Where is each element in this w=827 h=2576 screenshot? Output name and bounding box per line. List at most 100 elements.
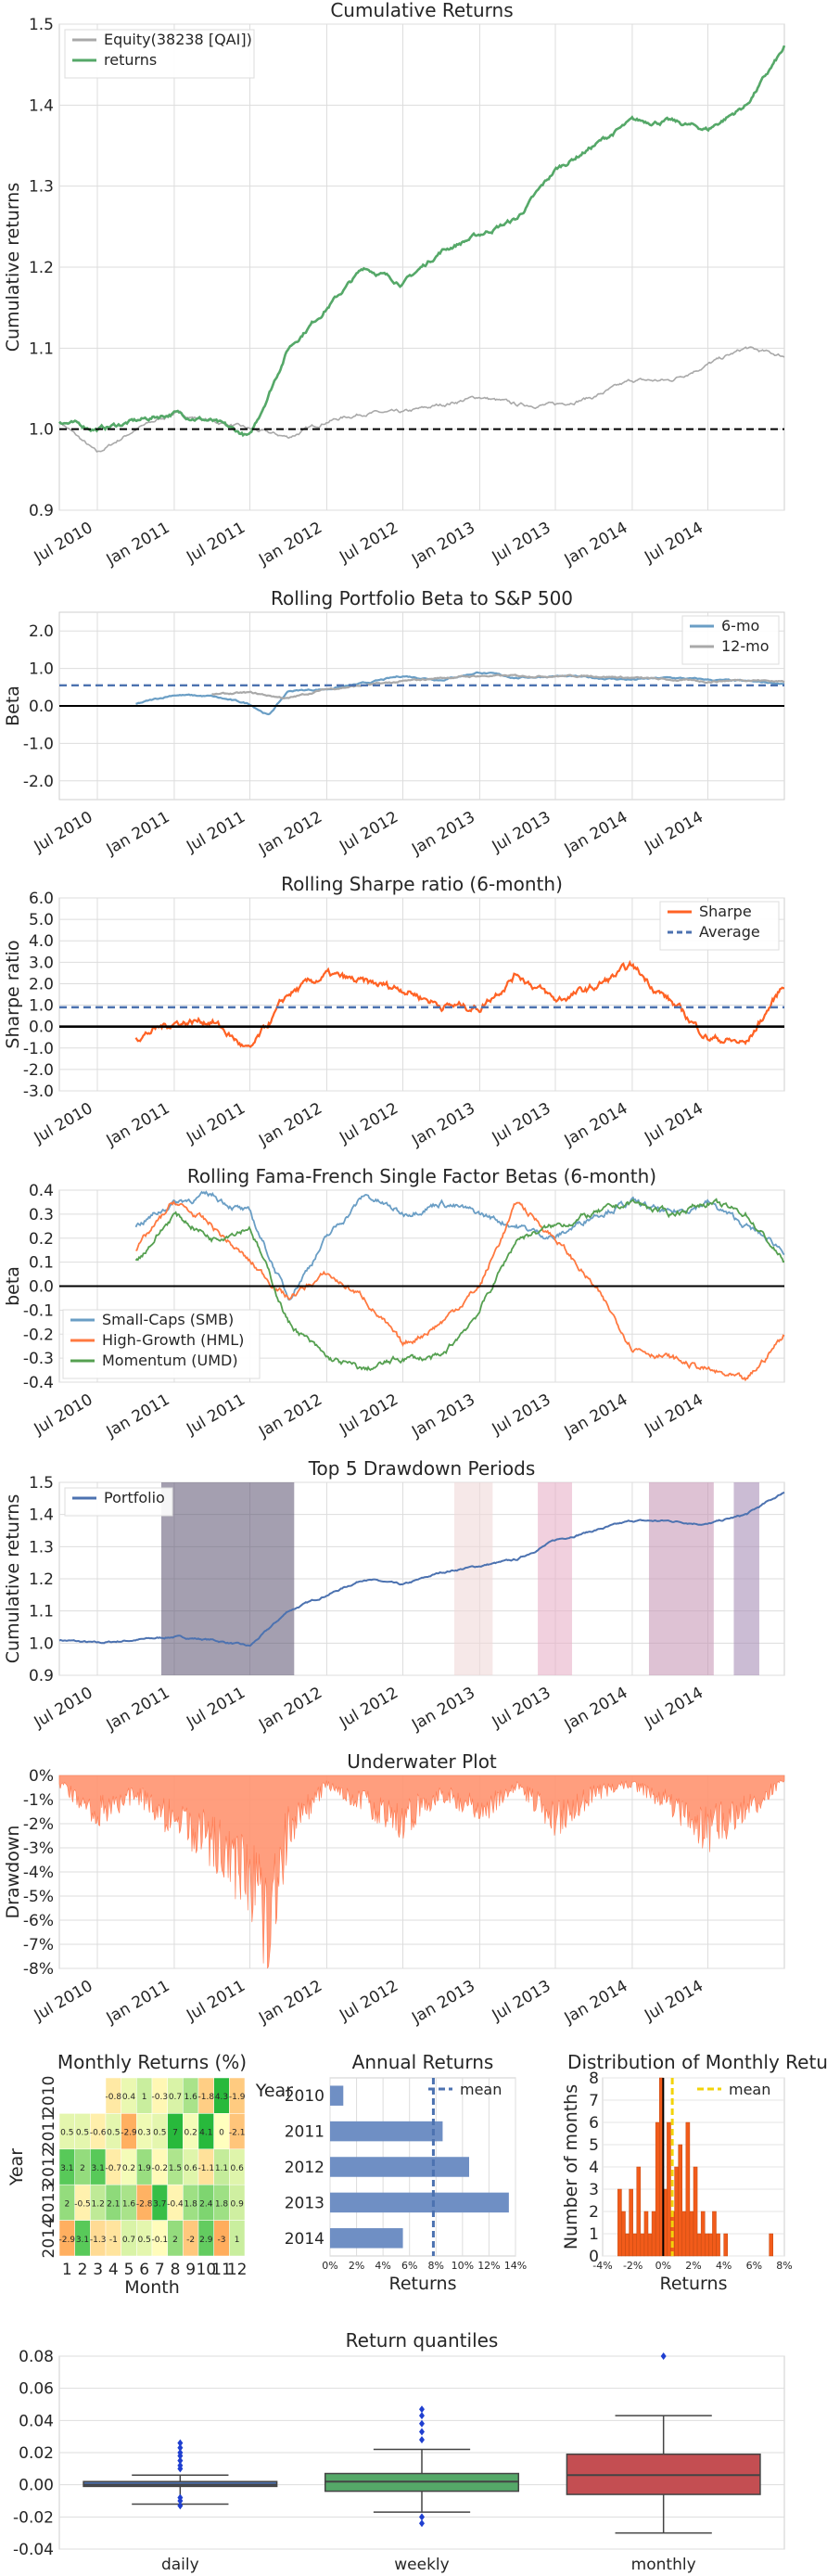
heatmap-cell-label: -0.8 [106,2093,122,2102]
fama_french-xtick-label: Jul 2010 [31,1391,96,1439]
heatmap-cell-label: 0.5 [76,2129,89,2138]
heatmap-cell-label: -2.8 [136,2199,153,2209]
histogram-bar [678,2144,683,2257]
quantiles-ytick-label: 0.02 [19,2444,54,2463]
annual-returns-xtick-label: 0% [322,2260,337,2272]
heatmap-xtick-label: 4 [108,2261,119,2279]
underwater-xtick-label: Jul 2014 [641,1977,706,2025]
distribution-title: Distribution of Monthly Returns [567,2051,827,2073]
heatmap-cell-label: 0.2 [122,2164,135,2173]
fama_french-ytick-label: 0.3 [29,1206,54,1224]
legend-box [659,901,780,951]
heatmap-cell-label: 1.8 [215,2199,229,2209]
outlier-point [419,2436,425,2444]
heatmap-cell-label: 0.2 [184,2129,197,2138]
fama_french-title: Rolling Fama-French Single Factor Betas … [187,1165,656,1187]
heatmap-cell-label: -0.4 [167,2199,184,2209]
annual-returns-xtick-label: 6% [401,2260,417,2272]
underwater-panel: 0%-1%-2%-3%-4%-5%-6%-7%-8%Jul 2010 Jan 20… [3,1750,785,2028]
underwater-ylabel: Drawdown [3,1826,23,1919]
fama_french-xtick-label: Jan 2011 [103,1391,173,1442]
heatmap-cell-label: 1.2 [92,2199,105,2209]
cumulative_returns-ytick-label: 1.1 [29,340,54,358]
outlier-point [177,2502,184,2510]
fama_french-ytick-label: -0.3 [23,1350,54,1368]
drawdown-shade-1 [160,1482,295,1675]
fama_french-xtick-label: Jan 2012 [255,1391,325,1442]
quantiles-xtick-label: daily [161,2556,199,2574]
rolling_beta-xtick-label: Jul 2012 [336,808,401,856]
heatmap-cell-label: -2.9 [121,2129,137,2138]
fama_french-ytick-label: -0.2 [23,1326,54,1344]
annual-returns-xtick-label: 2% [349,2260,364,2272]
heatmap-xtick-label: 5 [124,2261,134,2279]
annual-returns-xtick-label: 4% [375,2260,390,2272]
heatmap-cell-label: 2 [80,2164,85,2173]
legend-label: Portfolio [104,1489,165,1506]
cumulative_returns-xtick-label: Jul 2013 [489,519,554,567]
rolling_sharpe-xtick-label: Jul 2013 [489,1099,554,1147]
histogram-bar [708,2233,713,2257]
rolling_beta-xtick-label: Jan 2012 [255,808,325,859]
rolling_beta-ytick-label: 2.0 [29,622,54,641]
annual-returns-xtick-label: 12% [477,2260,500,2272]
rolling_beta-xtick-label: Jan 2013 [408,808,478,859]
histogram-bar [716,2233,720,2257]
heatmap-xtick-label: 6 [139,2261,149,2279]
underwater-xtick-label: Jul 2011 [183,1977,248,2025]
heatmap-cell-label: -0.1 [152,2236,169,2245]
heatmap-xtick-label: 8 [171,2261,181,2279]
monthly-returns-panel: -0.8 0.4 1 -0.3 0.7 1.6 -1.8 4.3 -1.90.5 0.5 -0.6 0… [6,2051,247,2298]
rolling_sharpe-ytick-label: 0.0 [29,1019,54,1037]
underwater-area [58,1775,785,1969]
drawdown_periods-xtick-label: Jul 2011 [183,1684,248,1732]
outlier-point [419,2513,425,2521]
underwater-ytick-label: -3% [23,1839,54,1858]
heatmap-xtick-label: 9 [185,2261,196,2279]
quantiles-ytick-label: 0.06 [19,2380,54,2399]
heatmap-cell-label: -0.3 [152,2093,169,2102]
rolling_sharpe-ytick-label: 5.0 [29,911,54,929]
heatmap-cell-label: -2.9 [59,2236,76,2245]
rolling_sharpe-ytick-label: -3.0 [23,1083,54,1101]
heatmap-cell-label: -3 [218,2236,226,2245]
annual-return-bar [330,2085,344,2106]
annual-returns-ytick-label: 2010 [285,2087,324,2106]
distribution-xtick-label: -2% [623,2260,643,2272]
fama_french-xtick-label: Jan 2013 [408,1391,478,1442]
legend-label: returns [104,51,157,69]
legend-label: 6-mo [721,617,759,634]
cumulative_returns-xtick-label: Jan 2012 [255,519,325,570]
rolling_beta-ytick-label: 1.0 [29,660,54,679]
distribution-legend-label: mean [729,2081,770,2098]
quantiles-ytick-label: 0.04 [19,2412,54,2430]
drawdown_periods-ytick-label: 1.4 [29,1506,54,1525]
rolling_sharpe-ytick-label: 6.0 [29,890,54,908]
histogram-bar [651,2211,656,2257]
heatmap-cell-label: 1.5 [169,2164,182,2173]
heatmap-xtick-label: 3 [93,2261,103,2279]
heatmap-cell-label: 0 [219,2129,224,2138]
heatmap-cell-label: 2.9 [199,2236,213,2245]
drawdown_periods-xtick-label: Jan 2011 [103,1684,173,1735]
heatmap-cell-label: -0.2 [152,2164,169,2173]
quantiles-ytick-label: -0.02 [13,2508,54,2527]
heatmap-cell-label: -1.1 [198,2164,215,2173]
rolling_beta-xtick-label: Jan 2011 [103,808,173,859]
heatmap-cell-label: 4.3 [215,2093,228,2102]
fama_french-ytick-label: 0.4 [29,1182,54,1200]
fama_french-ytick-label: -0.4 [23,1374,54,1392]
annual-returns-ytick-label: 2011 [285,2123,324,2142]
heatmap-xtick-label: 2 [78,2261,88,2279]
annual-returns-title: Annual Returns [352,2051,494,2073]
heatmap-ytick-label: 2013 [40,2183,58,2223]
heatmap-cell [90,2077,107,2114]
cumulative_returns-ytick-label: 1.0 [29,421,54,440]
fama_french-ytick-label: 0.1 [29,1254,54,1273]
monthly-distribution-panel: 0 1 2 3 4 5 6 7 8 -4% -2% 0% 2% 4% 6% 8% mean Distributio… [561,2051,827,2294]
cumulative_returns-ytick-label: 1.2 [29,259,54,277]
